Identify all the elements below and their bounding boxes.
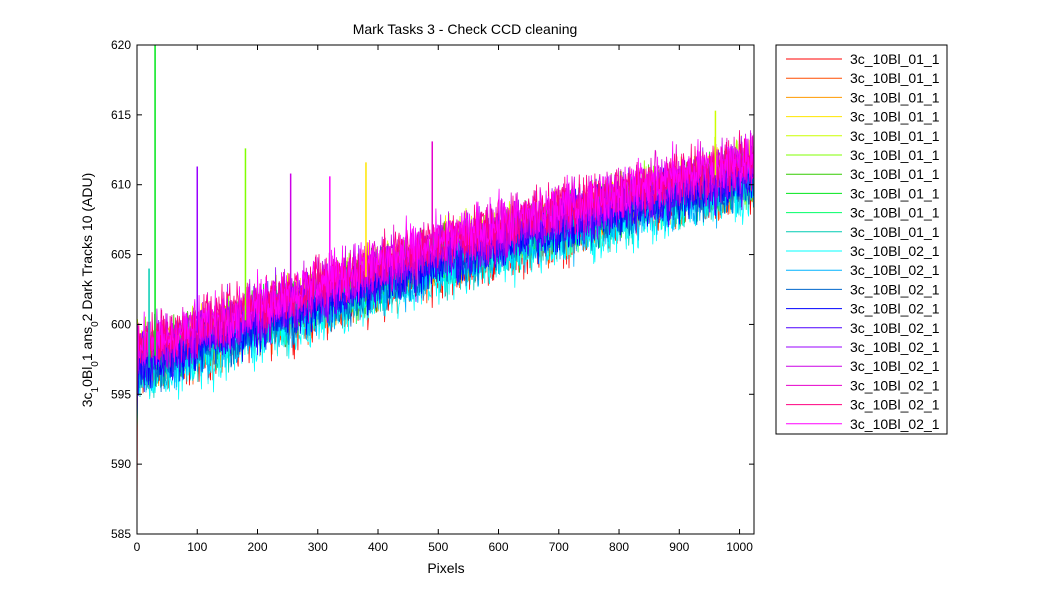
x-tick-label: 300 (308, 540, 328, 554)
y-tick-label: 585 (111, 527, 131, 541)
legend-label: 3c_10Bl_02_1 (850, 243, 940, 259)
legend-label: 3c_10Bl_02_1 (850, 320, 940, 336)
legend-label: 3c_10Bl_01_1 (850, 70, 940, 86)
legend-box (775, 44, 948, 435)
x-axis: 0 100 200 300 400 500 600 700 800 900 1000 (134, 45, 753, 554)
y-tick-label: 600 (111, 317, 131, 331)
x-tick-label: 200 (247, 540, 267, 554)
x-tick-label: 1000 (726, 540, 753, 554)
legend-label: 3c_10Bl_01_1 (850, 51, 940, 67)
legend-entries: 3c_10Bl_01_1 3c_10Bl_01_1 3c_10Bl_01_1 3c_1… (786, 51, 940, 432)
legend-label: 3c_10Bl_02_1 (850, 339, 940, 355)
y-label-part: 2 Dark Tracks 10 (ADU) (79, 173, 95, 322)
legend-label: 3c_10Bl_02_1 (850, 377, 940, 393)
legend: 3c_10Bl_01_1 3c_10Bl_01_1 3c_10Bl_01_1 3c_1… (775, 44, 948, 435)
series-line (136, 132, 755, 399)
legend-label: 3c_10Bl_01_1 (850, 166, 940, 182)
legend-label: 3c_10Bl_01_1 (850, 147, 940, 163)
x-tick-label: 600 (489, 540, 509, 554)
x-tick-label: 700 (549, 540, 569, 554)
legend-label: 3c_10Bl_01_1 (850, 185, 940, 201)
y-label-subscript: 0 (90, 361, 101, 367)
legend-label: 3c_10Bl_01_1 (850, 205, 940, 221)
y-label-subscript: 0 (90, 321, 101, 327)
x-tick-label: 0 (134, 540, 141, 554)
y-tick-label: 595 (111, 387, 131, 401)
y-tick-label: 590 (111, 457, 131, 471)
legend-label: 3c_10Bl_02_1 (850, 416, 940, 432)
x-tick-label: 500 (428, 540, 448, 554)
legend-label: 3c_10Bl_01_1 (850, 128, 940, 144)
legend-label: 3c_10Bl_02_1 (850, 301, 940, 317)
x-tick-label: 800 (609, 540, 629, 554)
y-tick-label: 605 (111, 248, 131, 262)
legend-label: 3c_10Bl_01_1 (850, 109, 940, 125)
legend-label: 3c_10Bl_02_1 (850, 281, 940, 297)
y-tick-label: 610 (111, 178, 131, 192)
y-axis: 585 590 595 600 605 610 615 620 (111, 38, 754, 541)
plot-frame (136, 44, 755, 535)
x-tick-label: 100 (187, 540, 207, 554)
x-axis-label: Pixels (427, 560, 464, 576)
legend-label: 3c_10Bl_02_1 (850, 397, 940, 413)
y-label-part: 3c (79, 392, 95, 407)
y-label-part: 0Bl (79, 367, 95, 387)
y-axis-label: 3c10Bl01 ans02 Dark Tracks 10 (ADU) (79, 173, 101, 408)
series-layer (136, 45, 755, 535)
x-tick-label: 400 (368, 540, 388, 554)
legend-label: 3c_10Bl_01_1 (850, 89, 940, 105)
y-label-subscript: 1 (90, 386, 101, 392)
chart-title: Mark Tasks 3 - Check CCD cleaning (353, 21, 578, 37)
y-label-part: 1 ans (79, 327, 95, 361)
legend-label: 3c_10Bl_01_1 (850, 224, 940, 240)
legend-label: 3c_10Bl_02_1 (850, 358, 940, 374)
legend-label: 3c_10Bl_02_1 (850, 262, 940, 278)
y-tick-label: 620 (111, 38, 131, 52)
y-tick-label: 615 (111, 108, 131, 122)
x-tick-label: 900 (669, 540, 689, 554)
